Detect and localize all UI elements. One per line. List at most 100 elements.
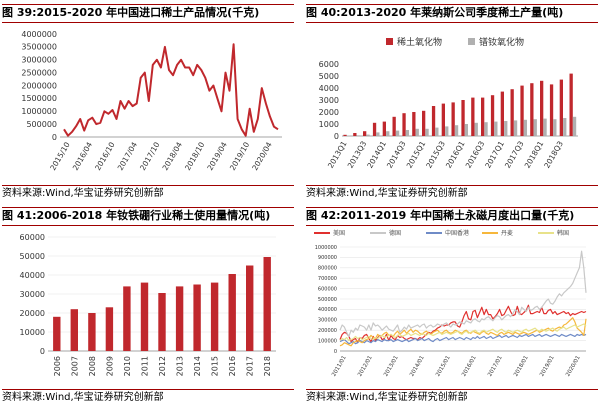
y-tick-label: 800000 (318, 266, 337, 272)
series-line-韩国 (339, 323, 587, 342)
x-tick-label: 2009 (105, 356, 114, 376)
x-tick-label: 2006 (53, 356, 62, 376)
bar (193, 284, 201, 351)
bar-稀土氧化物 (500, 91, 504, 136)
y-tick-label: 3000000 (21, 56, 57, 65)
y-tick-label: 3000 (319, 96, 339, 105)
bar (140, 282, 149, 351)
x-tick-label: 2019/10 (228, 140, 251, 172)
y-tick-label: 3500000 (21, 43, 57, 52)
legend-label: 中国香港 (445, 229, 469, 237)
bar-镨钕氧化物 (425, 128, 429, 136)
y-tick-label: 900000 (318, 255, 337, 261)
y-tick-label: 10000 (20, 328, 45, 337)
x-tick-label: 2017/04 (116, 140, 139, 172)
x-tick-label: 2017/10 (138, 140, 161, 172)
x-tick-label: 2014 (193, 356, 202, 376)
x-tick-label: 2012 (158, 356, 167, 376)
bar-稀土氧化物 (372, 122, 377, 136)
bar-镨钕氧化物 (366, 134, 370, 136)
y-tick-label: 600000 (318, 286, 337, 292)
y-tick-label: 0 (334, 132, 339, 141)
bar (228, 274, 236, 351)
y-tick-label: 20000 (20, 309, 45, 318)
x-tick-label: 2018Q3 (542, 139, 565, 169)
x-tick-label: 2012/01 (357, 355, 374, 378)
chart-title: 图 40:2013-2020 年莱纳斯公司季度稀土产量(吨) (306, 4, 598, 23)
y-tick-label: 1500000 (21, 94, 57, 103)
x-tick-label: 2014/01 (409, 355, 426, 378)
bar-稀土氧化物 (422, 110, 426, 136)
bar (246, 265, 254, 351)
x-tick-label: 2013 (176, 356, 185, 376)
x-tick-label: 2018 (263, 356, 272, 376)
y-tick-label: 500000 (318, 297, 337, 303)
source-note: 资料来源:Wind,华宝证券研究创新部 (2, 185, 294, 200)
y-tick-label: 2000000 (21, 81, 57, 90)
chart-title: 图 39:2015-2020 年中国进口稀土产品情况(千克) (2, 4, 294, 23)
x-tick-label: 2018/01 (513, 355, 530, 378)
panel-fig42: 图 42:2011-2019 年中国稀土永磁月度出口量(千克) 1000000 9… (306, 207, 598, 405)
y-tick-label: 700000 (318, 276, 337, 282)
bar (175, 286, 184, 351)
x-tick-label: 2015/10 (48, 140, 71, 172)
bar-镨钕氧化物 (563, 118, 567, 136)
bar (263, 257, 271, 351)
series-line (63, 43, 279, 137)
bar-镨钕氧化物 (435, 127, 439, 136)
chart-lynas-production: 60005000400030002000100002013Q12013Q3201… (319, 36, 578, 170)
bar (123, 286, 131, 351)
x-tick-label: 2016/01 (461, 355, 478, 378)
x-tick-label: 2008 (88, 356, 97, 376)
bar-镨钕氧化物 (572, 116, 577, 136)
x-tick-label: 2018/10 (183, 140, 206, 172)
x-tick-label: 2017 (246, 356, 255, 376)
y-tick-label: 60000 (20, 233, 45, 242)
bar-稀土氧化物 (549, 84, 554, 136)
legend-swatch (468, 38, 475, 45)
bar-稀土氧化物 (569, 73, 573, 136)
x-tick-label: 2016/10 (93, 140, 116, 172)
y-tick-label: 40000 (20, 271, 45, 280)
x-tick-label: 2013/01 (383, 355, 400, 378)
bar (210, 282, 219, 351)
bar-镨钕氧化物 (494, 121, 498, 136)
x-tick-label: 2010 (123, 356, 132, 376)
series-line-丹麦 (339, 317, 587, 347)
bar-镨钕氧化物 (474, 122, 478, 136)
panel-fig41: 图 41:2006-2018 年钕铁硼行业稀土使用量情况(吨) 60000 500… (2, 207, 294, 405)
x-tick-label: 2019/04 (205, 140, 228, 172)
bar-稀土氧化物 (412, 112, 416, 136)
chart-ndfeb-usage: 60000 50000 40000 30000 20000 10000 0 2006 2007 2… (20, 233, 276, 376)
x-tick-label: 2011/01 (331, 355, 348, 378)
bar-镨钕氧化物 (454, 125, 459, 136)
chart-title: 图 41:2006-2018 年钕铁硼行业稀土使用量情况(吨) (2, 207, 294, 226)
source-note: 资料来源:Wind,华宝证券研究创新部 (306, 185, 598, 200)
y-tick-label: 30000 (20, 290, 45, 299)
bar-镨钕氧化物 (504, 121, 508, 136)
x-tick-label: 2016/04 (71, 140, 94, 172)
bar-稀土氧化物 (520, 85, 524, 136)
bar-稀土氧化物 (353, 133, 357, 136)
chart-import-rare-earth: 4000000 3500000 3000000 2500000 2000000 15000… (21, 30, 282, 172)
bar-稀土氧化物 (461, 100, 465, 136)
legend-label: 丹麦 (501, 229, 513, 237)
bar-稀土氧化物 (451, 102, 455, 136)
legend-label: 德国 (389, 229, 401, 237)
bar-镨钕氧化物 (553, 119, 557, 136)
bar-稀土氧化物 (559, 79, 563, 136)
source-note: 资料来源:Wind,华宝证券研究创新部 (2, 389, 294, 404)
x-tick-label: 2016 (228, 356, 237, 376)
bar-稀土氧化物 (540, 80, 544, 136)
bar-稀土氧化物 (490, 95, 495, 136)
bar (105, 307, 114, 351)
x-tick-label: 2018/04 (161, 140, 184, 172)
y-tick-label: 200000 (318, 328, 337, 334)
x-tick-label: 2015 (211, 356, 220, 376)
panel-fig40: 图 40:2013-2020 年莱纳斯公司季度稀土产量(吨) 6000 5000 4… (306, 4, 598, 200)
bar (70, 309, 78, 351)
y-tick-label: 300000 (318, 318, 337, 324)
x-tick-label: 2015/01 (435, 355, 452, 378)
bar-稀土氧化物 (431, 106, 436, 136)
bar-稀土氧化物 (510, 89, 514, 136)
